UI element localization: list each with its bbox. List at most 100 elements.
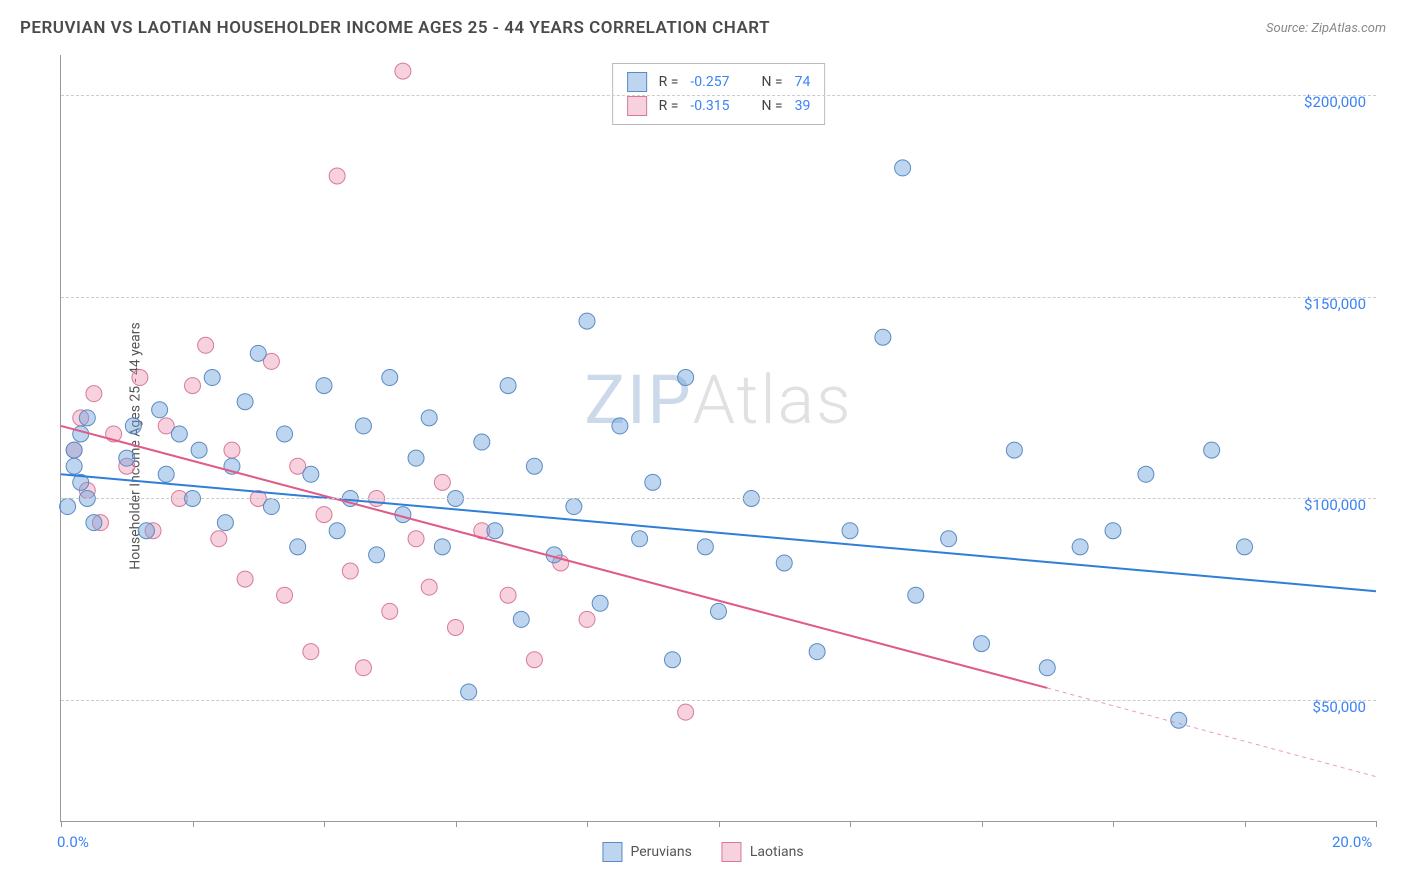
- laotian-point[interactable]: [86, 386, 102, 402]
- peruvian-point[interactable]: [1237, 539, 1253, 555]
- peruvian-point[interactable]: [329, 523, 345, 539]
- peruvian-point[interactable]: [1006, 442, 1022, 458]
- plot-svg: [61, 55, 1376, 821]
- laotian-point[interactable]: [579, 611, 595, 627]
- laotian-point[interactable]: [277, 587, 293, 603]
- peruvian-point[interactable]: [355, 418, 371, 434]
- laotian-point[interactable]: [132, 370, 148, 386]
- peruvian-point[interactable]: [60, 499, 76, 515]
- peruvian-point[interactable]: [592, 595, 608, 611]
- peruvian-point[interactable]: [664, 652, 680, 668]
- laotian-point[interactable]: [237, 571, 253, 587]
- peruvian-point[interactable]: [316, 378, 332, 394]
- laotian-point[interactable]: [355, 660, 371, 676]
- laotian-point[interactable]: [395, 63, 411, 79]
- peruvian-point[interactable]: [79, 410, 95, 426]
- legend-label-peruvians: Peruvians: [630, 844, 691, 860]
- gridline: [61, 700, 1376, 701]
- laotian-point[interactable]: [408, 531, 424, 547]
- x-tick-label: 20.0%: [1332, 833, 1372, 851]
- laotian-point[interactable]: [448, 619, 464, 635]
- legend-item-peruvians[interactable]: Peruvians: [602, 842, 691, 862]
- peruvian-point[interactable]: [645, 474, 661, 490]
- peruvian-point[interactable]: [895, 160, 911, 176]
- laotian-point[interactable]: [224, 442, 240, 458]
- peruvian-point[interactable]: [566, 499, 582, 515]
- peruvian-point[interactable]: [632, 531, 648, 547]
- peruvian-point[interactable]: [1171, 712, 1187, 728]
- source-link[interactable]: ZipAtlas.com: [1311, 21, 1386, 36]
- laotian-point[interactable]: [500, 587, 516, 603]
- laotian-point[interactable]: [382, 603, 398, 619]
- gridline: [61, 95, 1376, 96]
- peruvian-point[interactable]: [119, 450, 135, 466]
- peruvian-point[interactable]: [171, 426, 187, 442]
- peruvian-point[interactable]: [138, 523, 154, 539]
- peruvian-point[interactable]: [908, 587, 924, 603]
- gridline: [61, 297, 1376, 298]
- peruvian-point[interactable]: [434, 539, 450, 555]
- laotian-point[interactable]: [211, 531, 227, 547]
- laotian-point[interactable]: [421, 579, 437, 595]
- laotian-point[interactable]: [526, 652, 542, 668]
- peruvian-point[interactable]: [697, 539, 713, 555]
- peruvian-point[interactable]: [421, 410, 437, 426]
- x-tick: [1245, 821, 1246, 827]
- y-tick-label: $100,000: [1304, 496, 1366, 514]
- peruvian-point[interactable]: [526, 458, 542, 474]
- laotian-point[interactable]: [185, 378, 201, 394]
- peruvian-point[interactable]: [513, 611, 529, 627]
- peruvian-point[interactable]: [382, 370, 398, 386]
- laotian-point[interactable]: [316, 507, 332, 523]
- legend-item-laotians[interactable]: Laotians: [722, 842, 804, 862]
- peruvian-point[interactable]: [461, 684, 477, 700]
- peruvian-point[interactable]: [250, 345, 266, 361]
- x-tick: [587, 821, 588, 827]
- peruvian-point[interactable]: [290, 539, 306, 555]
- laotian-point[interactable]: [198, 337, 214, 353]
- peruvian-point[interactable]: [204, 370, 220, 386]
- peruvian-point[interactable]: [86, 515, 102, 531]
- peruvian-point[interactable]: [941, 531, 957, 547]
- peruvian-point[interactable]: [66, 442, 82, 458]
- x-tick: [61, 821, 62, 827]
- peruvian-point[interactable]: [217, 515, 233, 531]
- peruvian-point[interactable]: [408, 450, 424, 466]
- peruvian-point[interactable]: [842, 523, 858, 539]
- laotian-point[interactable]: [342, 563, 358, 579]
- peruvian-point[interactable]: [678, 370, 694, 386]
- peruvian-point[interactable]: [487, 523, 503, 539]
- peruvian-point[interactable]: [66, 458, 82, 474]
- laotian-point[interactable]: [303, 644, 319, 660]
- peruvian-point[interactable]: [237, 394, 253, 410]
- peruvian-point[interactable]: [711, 603, 727, 619]
- peruvian-point[interactable]: [1039, 660, 1055, 676]
- peruvian-point[interactable]: [191, 442, 207, 458]
- laotian-point[interactable]: [434, 474, 450, 490]
- peruvian-point[interactable]: [579, 313, 595, 329]
- peruvian-point[interactable]: [809, 644, 825, 660]
- peruvian-point[interactable]: [303, 466, 319, 482]
- peruvian-point[interactable]: [1138, 466, 1154, 482]
- peruvian-point[interactable]: [500, 378, 516, 394]
- peruvian-point[interactable]: [474, 434, 490, 450]
- peruvian-point[interactable]: [612, 418, 628, 434]
- peruvian-point[interactable]: [974, 636, 990, 652]
- legend: Peruvians Laotians: [602, 842, 803, 862]
- y-tick-label: $50,000: [1312, 698, 1366, 716]
- peruvian-point[interactable]: [369, 547, 385, 563]
- peruvian-point[interactable]: [125, 418, 141, 434]
- scatter-chart: ZIPAtlas R = -0.257 N = 74 R = -0.315 N …: [60, 55, 1376, 822]
- peruvian-point[interactable]: [73, 426, 89, 442]
- laotian-point[interactable]: [678, 704, 694, 720]
- peruvian-point[interactable]: [152, 402, 168, 418]
- peruvian-point[interactable]: [277, 426, 293, 442]
- peruvian-point[interactable]: [158, 466, 174, 482]
- peruvian-point[interactable]: [1204, 442, 1220, 458]
- peruvian-point[interactable]: [1072, 539, 1088, 555]
- peruvian-point[interactable]: [263, 499, 279, 515]
- peruvian-point[interactable]: [875, 329, 891, 345]
- peruvian-point[interactable]: [1105, 523, 1121, 539]
- laotian-point[interactable]: [329, 168, 345, 184]
- peruvian-point[interactable]: [776, 555, 792, 571]
